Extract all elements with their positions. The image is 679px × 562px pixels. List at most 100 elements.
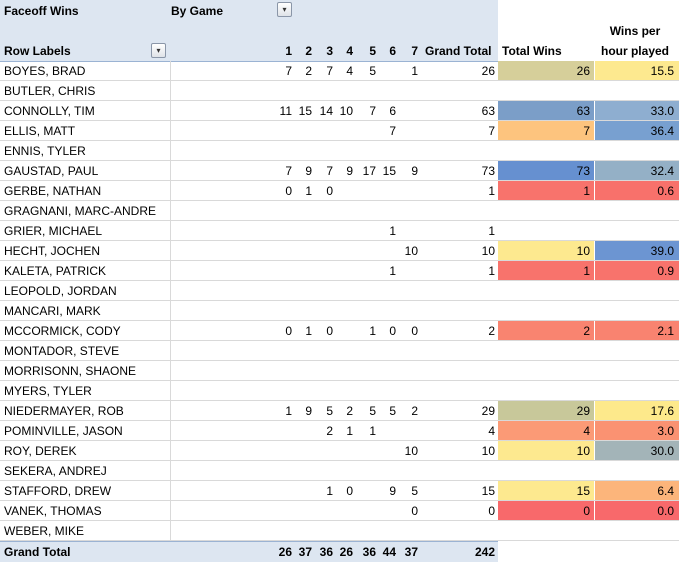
total-wins-color-scale — [498, 61, 594, 80]
total-wins-value: 2 — [583, 324, 590, 338]
table-row[interactable]: MCCORMICK, CODY 0 1 0 1 0 0 2 2 2.1 — [0, 321, 679, 341]
total-wins-value: 15 — [576, 484, 590, 498]
player-name: NIEDERMAYER, ROB — [4, 404, 124, 418]
table-row[interactable]: GERBE, NATHAN 0 1 0 1 1 0.6 — [0, 181, 679, 201]
grand-total-value: 2 — [488, 324, 495, 338]
column-header-row: Row Labels ▾ — [0, 40, 498, 62]
table-row[interactable]: VANEK, THOMAS 0 0 0 0.0 — [0, 501, 679, 521]
game-3-value: 0 — [326, 324, 333, 338]
total-wins-header: Total Wins — [502, 44, 562, 58]
table-row[interactable]: BUTLER, CHRIS — [0, 81, 679, 101]
wins-per-hour-color-scale — [595, 501, 679, 520]
game-4-value: 1 — [346, 424, 353, 438]
player-name: MCCORMICK, CODY — [4, 324, 121, 338]
player-name: ROY, DEREK — [4, 444, 77, 458]
table-row[interactable]: GRIER, MICHAEL 1 1 — [0, 221, 679, 241]
game-header-7: 7 — [411, 44, 418, 58]
grand-total-value: 1 — [488, 224, 495, 238]
wins-per-hour-value: 3.0 — [657, 424, 674, 438]
grand-total-value: 1 — [488, 264, 495, 278]
table-row[interactable]: MANCARI, MARK — [0, 301, 679, 321]
game-3-value: 1 — [326, 484, 333, 498]
filter-dropdown-button[interactable]: ▾ — [277, 2, 292, 17]
game-3-value: 2 — [326, 424, 333, 438]
wins-per-hour-value: 15.5 — [650, 64, 674, 78]
game-6-value: 5 — [389, 404, 396, 418]
table-row[interactable]: WEBER, MIKE — [0, 521, 679, 541]
wins-per-hour-color-scale — [595, 121, 679, 140]
table-row[interactable]: NIEDERMAYER, ROB 1 9 5 2 5 5 2 29 29 17.6 — [0, 401, 679, 421]
table-row[interactable]: STAFFORD, DREW 1 0 9 5 15 15 6.4 — [0, 481, 679, 501]
table-row[interactable]: SEKERA, ANDREJ — [0, 461, 679, 481]
wins-per-hour-value: 2.1 — [657, 324, 674, 338]
wins-per-hour-value: 6.4 — [657, 484, 674, 498]
game-4-value: 4 — [346, 64, 353, 78]
grand-total-value: 4 — [488, 424, 495, 438]
table-row[interactable]: MORRISONN, SHAONE — [0, 361, 679, 381]
table-row[interactable]: BOYES, BRAD 7 2 7 4 5 1 26 26 15.5 — [0, 61, 679, 81]
table-row[interactable]: HECHT, JOCHEN 10 10 10 39.0 — [0, 241, 679, 261]
row-labels-dropdown-button[interactable]: ▾ — [151, 43, 166, 58]
wins-per-hour-color-scale — [595, 101, 679, 120]
game-6-value: 1 — [389, 224, 396, 238]
player-name: SEKERA, ANDREJ — [4, 464, 107, 478]
table-row[interactable]: GAUSTAD, PAUL 7 9 7 9 17 15 9 73 73 32.4 — [0, 161, 679, 181]
game-4-value: 2 — [346, 404, 353, 418]
total-wins-value: 0 — [583, 504, 590, 518]
total-wins-value: 4 — [583, 424, 590, 438]
grand-total-header: Grand Total — [425, 44, 492, 58]
game-6-value: 0 — [389, 324, 396, 338]
total-wins-value: 26 — [576, 64, 590, 78]
game-header-6: 6 — [389, 44, 396, 58]
wins-per-hour-color-scale — [595, 161, 679, 180]
game-7-value: 0 — [411, 324, 418, 338]
total-wins-color-scale — [498, 241, 594, 260]
wins-per-hour-value: 17.6 — [650, 404, 674, 418]
game-5-value: 17 — [362, 164, 376, 178]
game-5-value: 7 — [369, 104, 376, 118]
total-wins-value: 63 — [576, 104, 590, 118]
game-header-1: 1 — [285, 44, 292, 58]
grand-total-game-4: 26 — [339, 545, 353, 559]
table-row[interactable]: POMINVILLE, JASON 2 1 1 4 4 3.0 — [0, 421, 679, 441]
table-row[interactable]: CONNOLLY, TIM 11 15 14 10 7 6 63 63 33.0 — [0, 101, 679, 121]
table-row[interactable]: GRAGNANI, MARC-ANDRE — [0, 201, 679, 221]
game-3-value: 0 — [326, 184, 333, 198]
grand-total-value: 10 — [481, 444, 495, 458]
player-name: MANCARI, MARK — [4, 304, 101, 318]
player-name: MYERS, TYLER — [4, 384, 92, 398]
table-row[interactable]: ELLIS, MATT 7 7 7 36.4 — [0, 121, 679, 141]
player-name: STAFFORD, DREW — [4, 484, 112, 498]
total-wins-color-scale — [498, 101, 594, 120]
table-row[interactable]: ENNIS, TYLER — [0, 141, 679, 161]
table-row[interactable]: MYERS, TYLER — [0, 381, 679, 401]
total-wins-color-scale — [498, 421, 594, 440]
player-name: BOYES, BRAD — [4, 64, 86, 78]
field-title: Faceoff Wins — [4, 4, 79, 18]
game-7-value: 9 — [411, 164, 418, 178]
wins-per-hour-color-scale — [595, 61, 679, 80]
table-row[interactable]: MONTADOR, STEVE — [0, 341, 679, 361]
total-wins-color-scale — [498, 401, 594, 420]
table-row[interactable]: LEOPOLD, JORDAN — [0, 281, 679, 301]
wins-per-hour-color-scale — [595, 421, 679, 440]
filter-label: By Game — [171, 4, 224, 18]
table-row[interactable]: ROY, DEREK 10 10 10 30.0 — [0, 441, 679, 461]
game-5-value: 1 — [369, 324, 376, 338]
column-divider — [170, 61, 171, 541]
grand-total-value: 0 — [488, 504, 495, 518]
player-name: GERBE, NATHAN — [4, 184, 102, 198]
game-6-value: 6 — [389, 104, 396, 118]
wins-per-hour-color-scale — [595, 401, 679, 420]
game-2-value: 1 — [305, 184, 312, 198]
table-row[interactable]: KALETA, PATRICK 1 1 1 0.9 — [0, 261, 679, 281]
wins-per-hour-color-scale — [595, 481, 679, 500]
total-wins-value: 10 — [576, 244, 590, 258]
player-name: LEOPOLD, JORDAN — [4, 284, 117, 298]
total-wins-color-scale — [498, 321, 594, 340]
grand-total-row: Grand Total 26 37 36 26 36 44 37 242 — [0, 541, 498, 562]
grand-total-game-3: 36 — [319, 545, 333, 559]
wins-per-hour-color-scale — [595, 321, 679, 340]
grand-total-value: 7 — [488, 124, 495, 138]
game-5-value: 5 — [369, 404, 376, 418]
